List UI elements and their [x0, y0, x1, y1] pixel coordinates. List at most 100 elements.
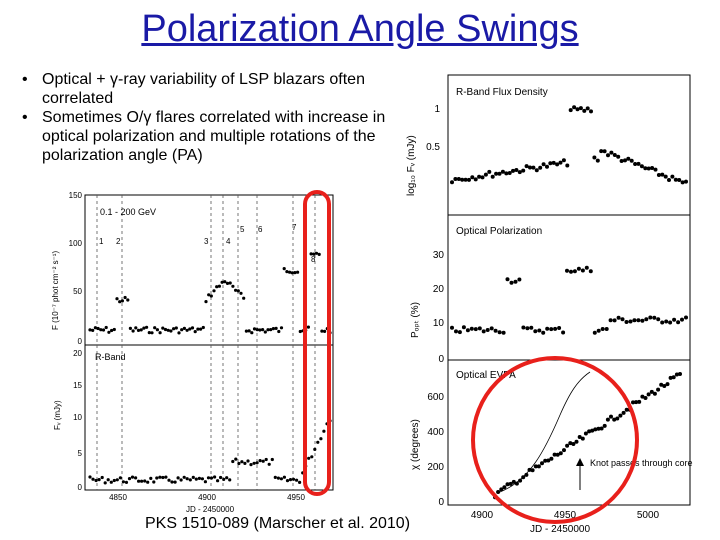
data-point: [511, 479, 516, 484]
data-point: [555, 452, 560, 457]
rband-yticks: 20 15 10 5 0: [73, 349, 82, 492]
data-point: [531, 165, 536, 170]
svg-text:30: 30: [433, 250, 445, 261]
data-point: [575, 107, 580, 112]
data-point: [505, 277, 510, 282]
left-xticks: 4850 4900 4950: [109, 493, 305, 502]
svg-text:3: 3: [204, 237, 209, 246]
data-point: [558, 160, 563, 165]
data-point: [558, 451, 563, 456]
data-point: [182, 326, 186, 330]
data-point: [668, 375, 673, 380]
data-point: [664, 319, 669, 324]
data-point: [255, 328, 259, 332]
data-point: [650, 166, 655, 170]
data-point: [112, 327, 116, 332]
data-point: [239, 291, 243, 295]
data-point: [107, 330, 111, 334]
data-point: [94, 478, 98, 483]
data-point: [537, 328, 542, 333]
rband-ylabel: Fᵥ (mJy): [53, 400, 62, 430]
data-point: [306, 325, 310, 329]
data-point: [309, 252, 313, 256]
data-point: [568, 108, 573, 113]
data-point: [616, 154, 621, 159]
data-point: [457, 330, 462, 335]
svg-text:100: 100: [69, 239, 83, 248]
data-point: [623, 158, 627, 163]
data-point: [182, 475, 186, 479]
data-point: [236, 289, 240, 293]
svg-text:6: 6: [258, 225, 263, 234]
data-point: [518, 478, 523, 483]
data-point: [528, 165, 532, 170]
data-point: [637, 399, 642, 404]
polarization-ylabel: Pₒₚₜ (%): [410, 302, 421, 338]
data-point: [565, 443, 570, 448]
data-point: [483, 172, 488, 177]
data-point: [453, 177, 458, 181]
svg-text:1: 1: [99, 237, 104, 246]
data-point: [536, 464, 541, 469]
data-point: [149, 476, 153, 480]
data-point: [456, 177, 461, 181]
data-point: [137, 479, 141, 483]
data-point: [169, 329, 173, 333]
data-point: [173, 480, 177, 484]
data-point: [91, 328, 95, 332]
rband-light-curve: [88, 419, 332, 485]
data-point: [643, 396, 648, 400]
svg-text:4: 4: [226, 237, 231, 246]
data-point: [646, 166, 651, 171]
polarization-yticks: 30 20 10 0: [433, 250, 445, 365]
data-point: [316, 440, 320, 444]
data-point: [616, 315, 621, 320]
data-point: [653, 167, 658, 172]
data-point: [465, 328, 470, 333]
data-point: [196, 327, 200, 331]
data-point: [298, 329, 302, 334]
data-point: [529, 325, 534, 330]
data-point: [624, 320, 629, 324]
flux-yticks: 1 0.5: [426, 104, 440, 153]
data-point: [583, 431, 588, 436]
data-point: [605, 417, 610, 422]
data-point: [123, 295, 127, 300]
data-point: [572, 105, 577, 110]
annotation-arrowhead: [576, 458, 584, 466]
data-point: [621, 410, 626, 415]
data-point: [574, 439, 579, 444]
data-point: [209, 476, 214, 480]
svg-text:200: 200: [427, 462, 444, 473]
data-point: [209, 294, 213, 298]
data-point: [467, 177, 471, 182]
data-point: [501, 330, 506, 335]
data-point: [291, 477, 296, 481]
data-point: [670, 174, 675, 179]
data-point: [298, 480, 302, 484]
left-xlabel: JD - 2450000: [186, 505, 235, 514]
data-point: [217, 284, 221, 288]
data-point: [147, 331, 151, 335]
data-point: [270, 457, 274, 462]
data-point: [96, 326, 100, 331]
svg-text:0.5: 0.5: [426, 142, 440, 153]
data-point: [596, 328, 601, 333]
data-point: [207, 293, 211, 297]
data-point: [595, 158, 600, 163]
data-point: [212, 289, 216, 293]
data-point: [533, 464, 538, 469]
data-point: [609, 414, 613, 419]
data-point: [143, 479, 147, 483]
data-point: [684, 179, 688, 184]
data-point: [100, 475, 104, 480]
svg-text:20: 20: [433, 284, 445, 295]
data-point: [93, 326, 97, 330]
gamma-yticks: 150 100 50 0: [69, 191, 83, 346]
data-point: [572, 269, 577, 274]
data-point: [648, 315, 653, 320]
data-point: [252, 327, 257, 331]
data-point: [263, 330, 267, 334]
data-point: [172, 327, 176, 331]
